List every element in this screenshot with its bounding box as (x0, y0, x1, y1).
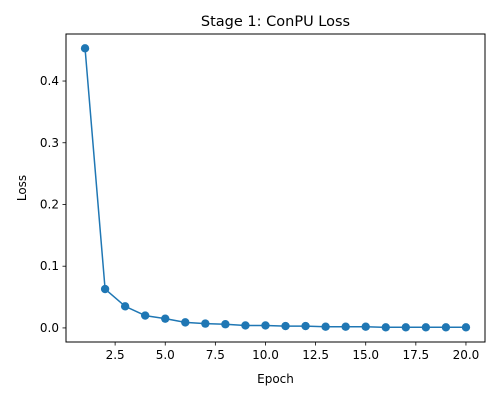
loss-data-point (181, 318, 190, 327)
x-tick-label: 5.0 (156, 348, 175, 362)
loss-data-point (341, 322, 350, 331)
y-tick-label: 0.1 (40, 259, 59, 273)
loss-data-point (441, 323, 451, 332)
loss-data-point (241, 321, 250, 330)
loss-data-point (80, 44, 90, 53)
y-axis-label: Loss (15, 175, 29, 201)
loss-data-point (100, 284, 110, 294)
x-axis-label: Epoch (257, 372, 294, 386)
loss-data-point (361, 322, 370, 331)
loss-data-point (140, 311, 150, 320)
loss-data-point (161, 314, 170, 323)
loss-data-point (261, 321, 270, 330)
chart-title: Stage 1: ConPU Loss (201, 14, 350, 30)
loss-data-point (421, 323, 431, 332)
x-tick-label: 20.0 (453, 348, 480, 362)
loss-data-point (461, 323, 471, 332)
y-tick-label: 0.4 (40, 74, 59, 88)
x-tick-label: 2.5 (106, 348, 125, 362)
loss-data-point (120, 302, 130, 311)
loss-data-point (301, 321, 310, 331)
loss-data-point (201, 319, 210, 328)
loss-data-point (221, 320, 230, 329)
x-tick-label: 12.5 (302, 348, 329, 362)
y-tick-label: 0.0 (40, 321, 59, 335)
x-tick-label: 17.5 (402, 348, 429, 362)
y-tick-label: 0.2 (40, 197, 59, 211)
x-tick-label: 10.0 (252, 348, 279, 362)
y-tick-label: 0.3 (40, 136, 59, 150)
loss-data-point (321, 322, 330, 331)
loss-data-point (381, 323, 390, 332)
x-tick-label: 15.0 (352, 348, 379, 362)
loss-data-point (281, 321, 290, 331)
x-tick-label: 7.5 (206, 348, 225, 362)
plot-frame (65, 33, 486, 343)
loss-data-point (401, 323, 411, 332)
